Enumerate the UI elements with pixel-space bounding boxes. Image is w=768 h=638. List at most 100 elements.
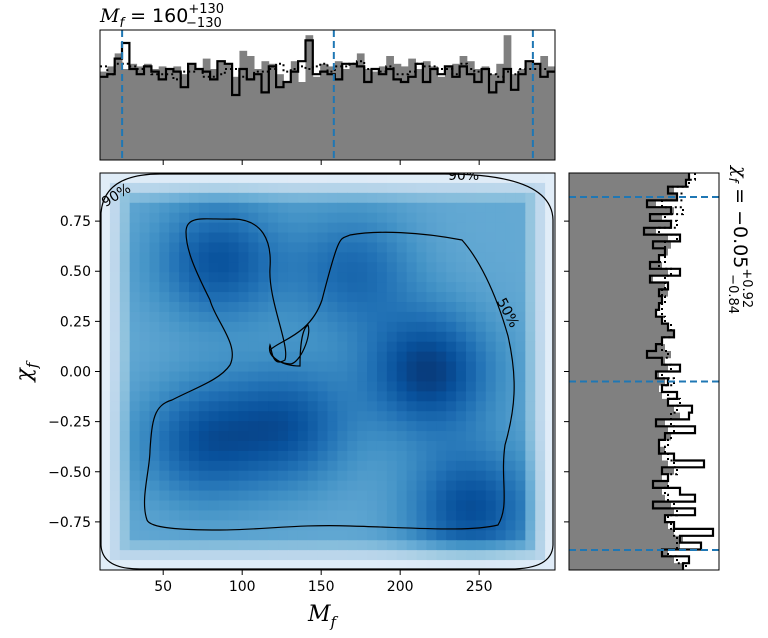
heatmap-cell: [505, 450, 517, 462]
heatmap-cell: [426, 321, 437, 333]
top-histogram-bar: [298, 82, 306, 160]
heatmap-cell: [406, 321, 418, 333]
heatmap-cell: [327, 173, 338, 184]
heatmap-cell: [139, 361, 151, 373]
heatmap-cell: [485, 530, 497, 541]
heatmap-cell: [258, 381, 269, 392]
heatmap-cell: [119, 381, 131, 392]
heatmap-cell: [198, 272, 210, 283]
heatmap-cell: [307, 540, 319, 551]
heatmap-cell: [169, 182, 180, 194]
heatmap-cell: [139, 272, 151, 283]
heatmap-cell: [535, 242, 546, 254]
heatmap-cell: [149, 262, 160, 273]
heatmap-cell: [218, 262, 230, 273]
heatmap-cell: [545, 173, 555, 184]
heatmap-cell: [189, 371, 200, 383]
heatmap-cell: [169, 480, 180, 492]
right-histogram-bar: [569, 275, 653, 283]
heatmap-cell: [327, 192, 338, 204]
heatmap-cell: [357, 431, 368, 442]
heatmap-cell: [406, 550, 418, 561]
heatmap-cell: [535, 331, 546, 343]
heatmap-cell: [109, 173, 121, 184]
heatmap-cell: [248, 232, 259, 244]
heatmap-cell: [367, 490, 378, 502]
heatmap-cell: [357, 232, 368, 244]
heatmap-cell: [317, 540, 329, 551]
heatmap-cell: [100, 292, 111, 303]
heatmap-cell: [218, 212, 230, 224]
heatmap-cell: [347, 381, 358, 392]
heatmap-cell: [456, 311, 467, 323]
heatmap-cell: [535, 341, 546, 353]
top-title-value: = 160: [124, 5, 188, 27]
heatmap-cell: [307, 560, 319, 570]
heatmap-cell: [465, 341, 477, 353]
heatmap-cell: [119, 311, 131, 323]
heatmap-cell: [317, 381, 329, 392]
heatmap-cell: [515, 361, 526, 373]
heatmap-cell: [238, 460, 249, 472]
heatmap-cell: [525, 450, 536, 462]
heatmap-cell: [297, 391, 309, 402]
heatmap-cell: [416, 401, 428, 412]
heatmap-cell: [525, 460, 536, 472]
heatmap-cell: [208, 460, 220, 472]
heatmap-cell: [446, 500, 457, 512]
heatmap-cell: [426, 550, 437, 561]
heatmap-cell: [495, 500, 507, 512]
heatmap-cell: [297, 232, 309, 244]
heatmap-cell: [337, 411, 348, 422]
heatmap-cell: [287, 182, 299, 194]
heatmap-cell: [317, 421, 329, 432]
heatmap-cell: [426, 490, 437, 502]
heatmap-cell: [238, 202, 249, 214]
heatmap-cell: [485, 381, 497, 392]
heatmap-cell: [396, 173, 408, 184]
heatmap-cell: [287, 282, 299, 293]
heatmap-cell: [525, 540, 536, 551]
heatmap-cell: [475, 480, 487, 492]
heatmap-cell: [367, 440, 378, 452]
heatmap-cell: [169, 440, 180, 452]
heatmap-cell: [436, 361, 447, 373]
heatmap-cell: [159, 173, 170, 184]
top-histogram-bar: [430, 66, 438, 160]
heatmap-cell: [376, 192, 388, 204]
heatmap-cell: [268, 252, 279, 263]
top-histogram-bar: [114, 53, 123, 160]
heatmap-cell: [218, 302, 230, 313]
heatmap-cell: [228, 480, 240, 492]
heatmap-cell: [485, 460, 497, 472]
heatmap-cell: [109, 480, 121, 492]
heatmap-cell: [198, 351, 210, 363]
heatmap-cell: [189, 490, 200, 502]
heatmap-cell: [278, 510, 289, 521]
heatmap-cell: [218, 192, 230, 204]
top-histogram-bar: [107, 66, 116, 160]
heatmap-cell: [189, 302, 200, 313]
heatmap-cell: [268, 173, 279, 184]
heatmap-cell: [525, 282, 536, 293]
heatmap-cell: [456, 302, 467, 313]
heatmap-cell: [268, 490, 279, 502]
heatmap-cell: [179, 540, 190, 551]
top-histogram-solid-step: [100, 39, 555, 97]
heatmap-cell: [475, 510, 487, 521]
heatmap-cell: [139, 401, 151, 412]
heatmap-cell: [525, 331, 536, 343]
heatmap-cell: [149, 242, 160, 254]
heatmap-cell: [337, 321, 348, 333]
heatmap-cell: [515, 252, 526, 263]
heatmap-cell: [139, 341, 151, 353]
heatmap-cell: [485, 302, 497, 313]
heatmap-cell: [505, 391, 517, 402]
heatmap-cell: [475, 500, 487, 512]
top-histogram-bar: [290, 61, 299, 161]
heatmap-cell: [376, 321, 388, 333]
heatmap-cell: [475, 401, 487, 412]
heatmap-cell: [297, 252, 309, 263]
heatmap-cell: [149, 212, 160, 224]
heatmap-cell: [525, 192, 536, 204]
